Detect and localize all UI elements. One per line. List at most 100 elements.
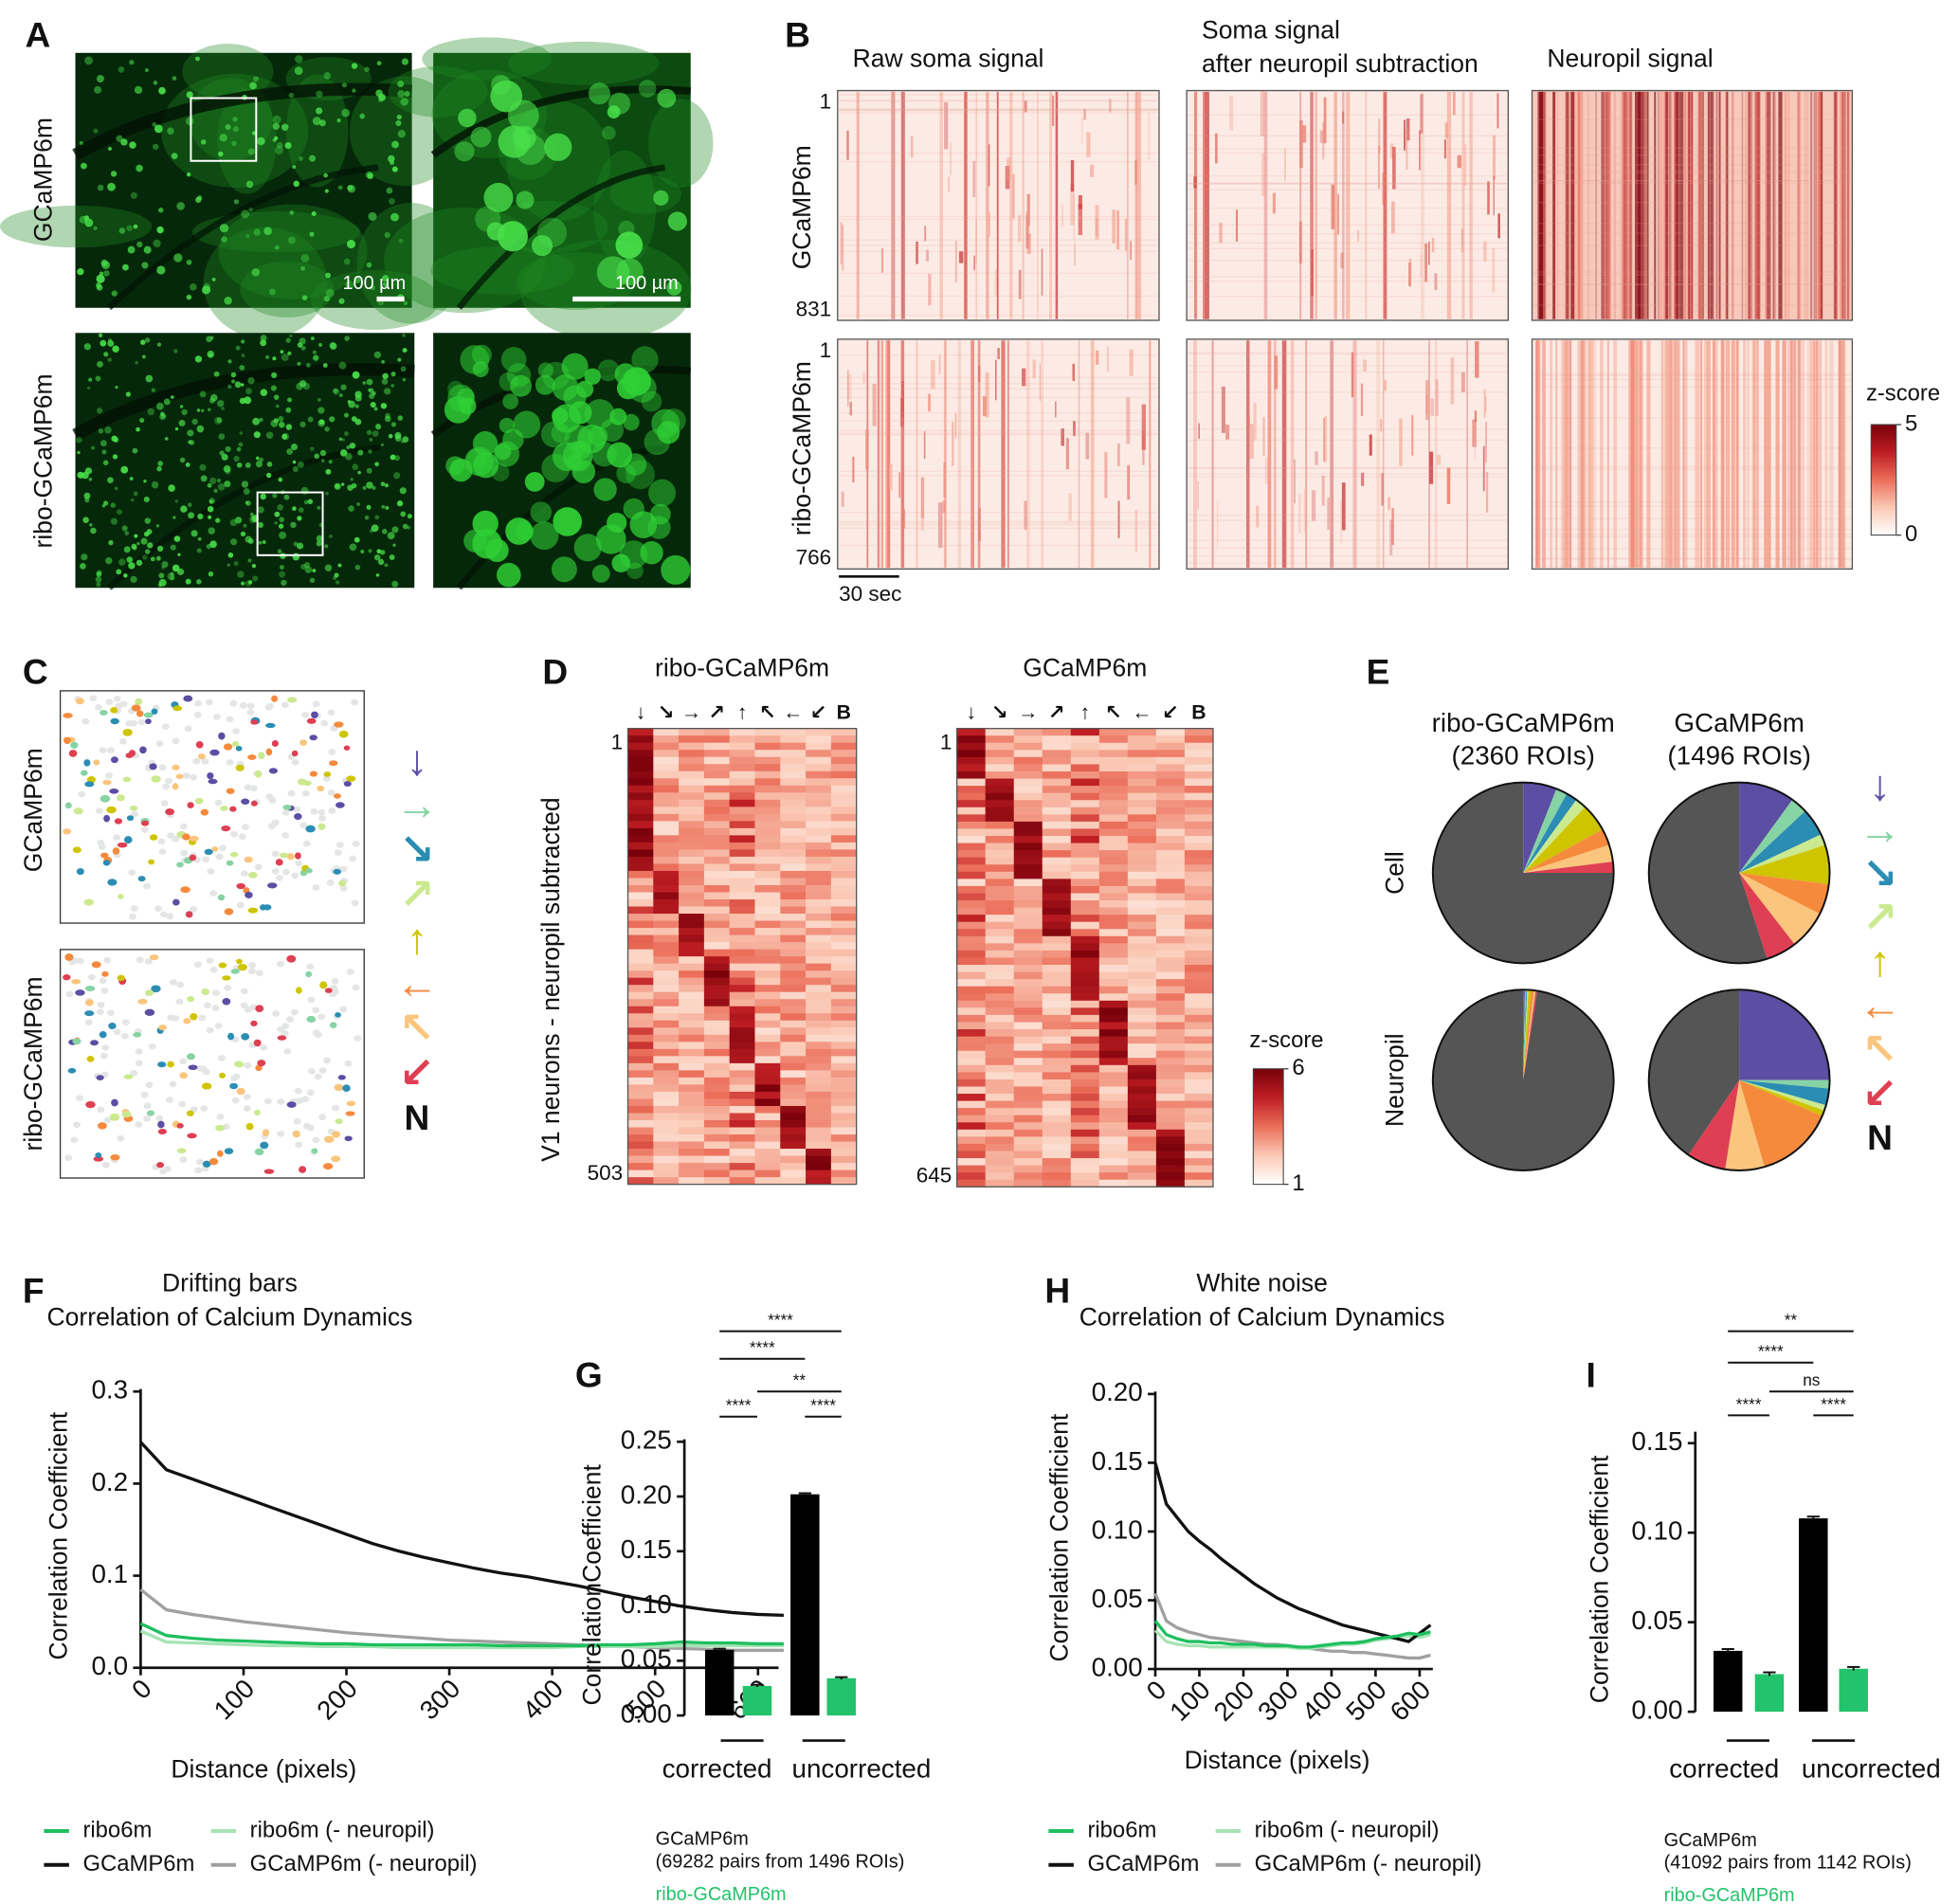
heatmap-stripe	[1443, 139, 1447, 159]
heatmap-row	[1188, 148, 1507, 150]
heatmap-stripe	[1018, 269, 1022, 299]
heatmap-cell	[627, 977, 654, 986]
roi	[206, 1026, 214, 1034]
cell	[569, 401, 592, 425]
heatmap-cell	[653, 949, 680, 957]
heatmap-cell	[1070, 828, 1100, 837]
heatmap-cell	[679, 1027, 705, 1036]
roi	[158, 1025, 167, 1031]
heatmap-cell	[1184, 943, 1214, 952]
cell	[201, 139, 207, 145]
heatmap-stripe	[1041, 248, 1043, 296]
heatmap-cell	[627, 928, 654, 935]
cell	[337, 185, 343, 190]
heatmap-cell	[1042, 1094, 1072, 1101]
heatmap-cell	[653, 735, 680, 744]
roi	[63, 713, 73, 718]
heatmap-cell	[985, 1115, 1015, 1123]
cell	[168, 484, 175, 492]
cell	[387, 532, 395, 540]
heatmap-stripe	[1736, 340, 1739, 569]
heatmap-cell	[1127, 750, 1157, 758]
heatmap-cell	[985, 1136, 1015, 1145]
cell	[588, 82, 610, 105]
roi	[194, 699, 203, 707]
cell	[381, 360, 385, 364]
y-axis-label: Correlation Coefficient	[1045, 1413, 1074, 1661]
heatmap-cell	[806, 771, 832, 779]
heatmap-cell	[1127, 864, 1157, 873]
cell	[299, 380, 307, 388]
heatmap-row	[839, 94, 1158, 96]
heatmap-cell	[1042, 957, 1072, 966]
y-tick-label: 0.00	[1631, 1695, 1682, 1724]
heatmap-cell	[806, 1113, 832, 1121]
heatmap	[1186, 338, 1509, 571]
roi	[329, 760, 338, 767]
roi	[146, 1110, 155, 1116]
roi	[245, 891, 253, 898]
roi	[95, 807, 103, 814]
heatmap-cell	[1070, 935, 1100, 944]
cell	[292, 165, 297, 170]
heatmap-cell	[1070, 986, 1100, 994]
cell	[299, 421, 306, 427]
heatmap-cell	[985, 1086, 1015, 1095]
cell	[157, 461, 164, 467]
heatmap-cell	[985, 1014, 1015, 1023]
heatmap-cell	[1127, 879, 1157, 887]
pie-slice	[1523, 989, 1528, 1080]
roi	[114, 818, 123, 825]
cell	[134, 85, 143, 95]
heatmap-cell	[679, 999, 705, 1007]
heatmap-cell	[679, 1006, 705, 1014]
roi	[194, 797, 204, 805]
heatmap-stripe	[847, 373, 852, 400]
heatmap-stripe	[1846, 91, 1849, 319]
heatmap-cell	[754, 1105, 781, 1114]
heatmap-cell	[1155, 1151, 1186, 1159]
cell	[141, 262, 149, 269]
cell	[289, 334, 293, 338]
heatmap-cell	[1042, 792, 1072, 801]
heatmap-stripe	[1583, 340, 1587, 569]
roi	[333, 868, 342, 875]
roi	[226, 716, 234, 723]
heatmap-row	[1533, 164, 1852, 166]
roi	[322, 775, 331, 782]
heatmap-stripe	[1399, 418, 1403, 466]
heatmap-cell	[627, 835, 654, 843]
roi	[220, 806, 228, 811]
heatmap-cell	[1098, 1079, 1129, 1087]
cell	[197, 513, 204, 520]
roi	[186, 1110, 194, 1116]
heatmap-cell	[754, 1119, 781, 1128]
roi	[189, 773, 197, 781]
cell	[144, 337, 151, 343]
heatmap-cell	[729, 1006, 755, 1014]
heatmap-cell	[1042, 1000, 1072, 1008]
cell	[269, 288, 277, 296]
cell	[333, 575, 337, 580]
heatmap-cell	[627, 1070, 654, 1079]
heatmap-cell	[1013, 1022, 1043, 1030]
heatmap-cell	[1098, 728, 1129, 736]
legend-label: GCaMP6m (- neuropil)	[250, 1851, 478, 1877]
heatmap-stripe	[1068, 493, 1072, 521]
heatmap-stripe	[950, 142, 952, 175]
heatmap-stripe	[1383, 91, 1388, 319]
heatmap-stripe	[1833, 91, 1836, 319]
row-index: 503	[588, 1161, 624, 1185]
heatmap-row	[839, 429, 1158, 431]
heatmap-cell	[627, 884, 654, 893]
heatmap-cell	[1070, 1079, 1100, 1087]
roi	[135, 1060, 143, 1067]
heatmap-stripe	[1819, 340, 1823, 569]
heatmap-row	[1533, 172, 1852, 173]
heatmap-cell	[703, 1113, 731, 1121]
heatmap-cell	[627, 1113, 654, 1121]
cell	[206, 335, 212, 343]
roi	[304, 867, 313, 874]
heatmap-cell	[1184, 935, 1214, 944]
heatmap-cell	[1013, 1129, 1043, 1137]
